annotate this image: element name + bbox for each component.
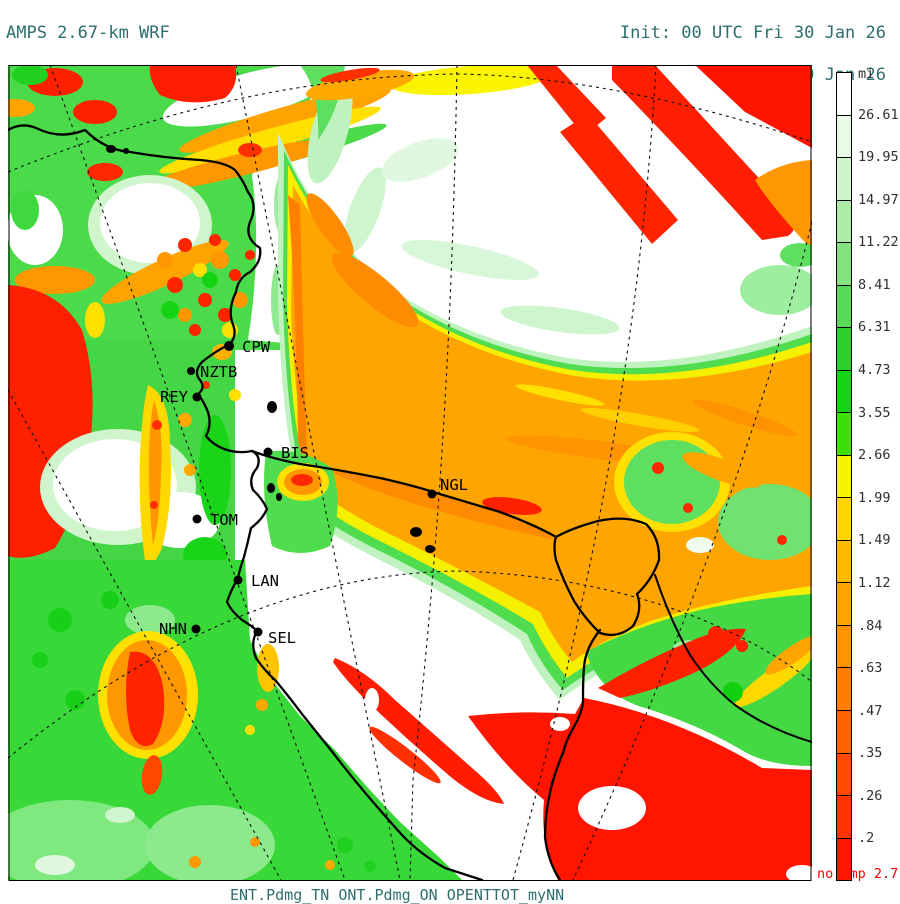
colorbar-segment — [837, 285, 851, 329]
station-label-lan: LAN — [251, 572, 279, 590]
coastal-islands — [106, 145, 435, 553]
colorbar-label: 1.99 — [858, 489, 891, 506]
station-marker-cpw — [224, 341, 234, 351]
station-label-bis: BIS — [281, 444, 309, 462]
station-marker-tom — [192, 514, 202, 524]
station-label-nhn: NHN — [159, 620, 187, 638]
colorbar-segment — [837, 73, 851, 116]
colorbar-label: 14.97 — [858, 191, 899, 208]
colorbar-segment — [837, 413, 851, 456]
colorbar-segment — [837, 158, 851, 201]
station-label-ngl: NGL — [440, 476, 468, 494]
colorbar-label: .47 — [858, 702, 883, 719]
colorbar-segment — [837, 328, 851, 371]
colorbar-label: 1.49 — [858, 532, 891, 549]
version-note: no cmp 2.7 — [817, 866, 899, 882]
init-time: Init: 00 UTC Fri 30 Jan 26 — [619, 23, 886, 43]
colorbar-segment — [837, 115, 851, 159]
footer-caption: ENT.Pdmg_TN ONT.Pdmg_ON OPENTTOT_myNN — [230, 886, 565, 904]
station-marker-ngl — [427, 489, 437, 499]
graticule — [8, 65, 812, 881]
colorbar-label: 4.73 — [858, 362, 891, 379]
colorbar-label: 3.55 — [858, 404, 891, 421]
colorbar-segment — [837, 498, 851, 541]
stations: CPW NZTB REY BIS TOM NGL LAN NHN SEL — [159, 338, 468, 647]
station-marker-nhn — [191, 624, 201, 634]
colorbar-segment — [837, 625, 851, 669]
station-label-cpw: CPW — [242, 338, 271, 356]
colorbar-segment — [837, 583, 851, 626]
station-label-sel: SEL — [268, 629, 296, 647]
forecast-map: CPW NZTB REY BIS TOM NGL LAN NHN SEL — [8, 65, 812, 881]
colorbar-label: .63 — [858, 660, 883, 677]
colorbar-label: 6.31 — [858, 319, 891, 336]
station-label-rey: REY — [160, 388, 189, 406]
colorbar-label: 19.95 — [858, 149, 899, 166]
colorbar-label: 1.12 — [858, 574, 891, 591]
colorbar-label: .26 — [858, 787, 883, 804]
station-label-nztb: NZTB — [200, 363, 237, 381]
station-label-tom: TOM — [210, 511, 238, 529]
colorbar-segment — [837, 455, 851, 499]
colorbar-label: 11.22 — [858, 234, 899, 251]
colorbar-label: .2 — [858, 830, 875, 847]
station-marker-sel — [253, 627, 263, 637]
colorbar-segment — [837, 796, 851, 839]
station-marker-nztb — [187, 367, 195, 375]
colorbar-segment — [837, 370, 851, 414]
coastline — [8, 124, 812, 881]
colorbar — [836, 72, 852, 881]
colorbar-segment — [837, 753, 851, 797]
colorbar-segment — [837, 668, 851, 711]
map-frame — [8, 65, 812, 881]
model-title: AMPS 2.67-km WRF — [6, 23, 170, 43]
station-marker-bis — [263, 447, 273, 457]
colorbar-segment — [837, 200, 851, 244]
colorbar-label: 2.66 — [858, 447, 891, 464]
station-marker-rey — [192, 392, 202, 402]
colorbar-segment — [837, 540, 851, 584]
colorbar-segment — [837, 243, 851, 286]
colorbar-label: .35 — [858, 745, 883, 762]
colorbar-segment — [837, 838, 851, 881]
visibility-shading — [8, 65, 812, 881]
station-marker-lan — [233, 575, 243, 585]
colorbar-label: 8.41 — [858, 276, 891, 293]
colorbar-label: 26.61 — [858, 106, 899, 123]
colorbar-label: .84 — [858, 617, 883, 634]
colorbar-segment — [837, 710, 851, 754]
colorbar-unit-label: mi — [858, 66, 875, 82]
